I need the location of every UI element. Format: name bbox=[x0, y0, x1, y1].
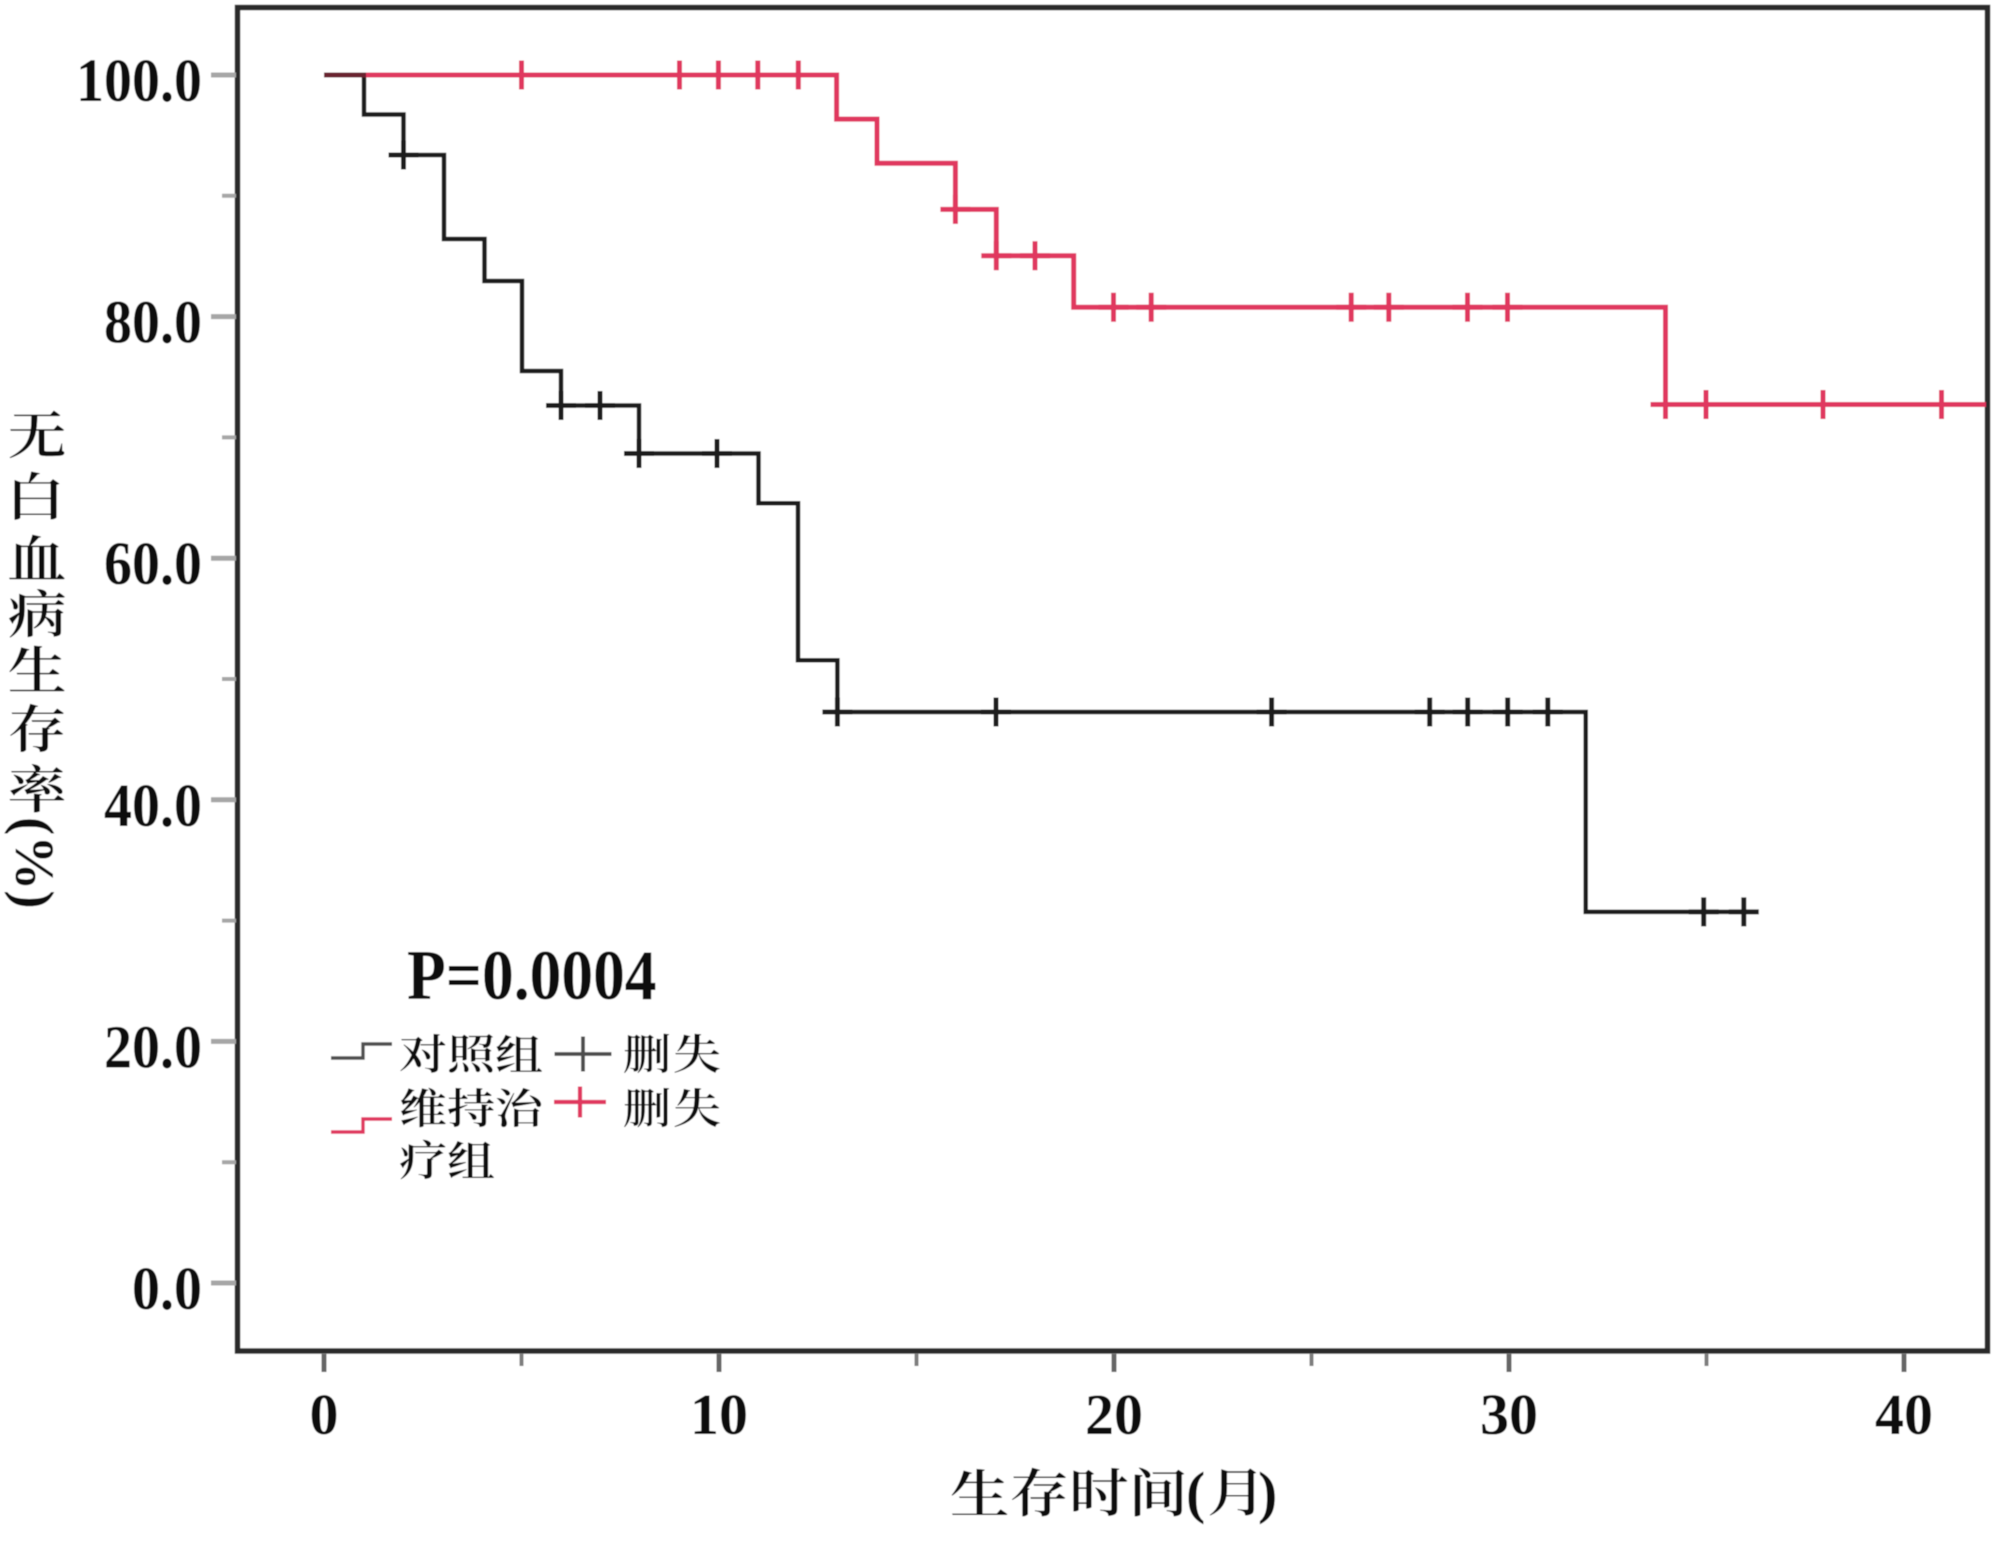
svg-text:60.0: 60.0 bbox=[104, 530, 202, 598]
svg-text:0.0: 0.0 bbox=[132, 1255, 202, 1323]
svg-text:10: 10 bbox=[690, 1382, 748, 1447]
svg-text:P=0.0004: P=0.0004 bbox=[407, 936, 657, 1015]
svg-text:100.0: 100.0 bbox=[76, 47, 202, 115]
svg-text:80.0: 80.0 bbox=[104, 288, 202, 356]
svg-text:40: 40 bbox=[1875, 1382, 1933, 1447]
svg-text:40.0: 40.0 bbox=[104, 771, 202, 839]
svg-text:0: 0 bbox=[310, 1382, 339, 1447]
svg-text:(: ( bbox=[1186, 1460, 1205, 1525]
svg-text:20.0: 20.0 bbox=[104, 1013, 202, 1081]
svg-text:(%): (%) bbox=[4, 817, 65, 909]
svg-text:30: 30 bbox=[1480, 1382, 1538, 1447]
svg-text:20: 20 bbox=[1085, 1382, 1143, 1447]
svg-text:): ) bbox=[1258, 1460, 1277, 1525]
